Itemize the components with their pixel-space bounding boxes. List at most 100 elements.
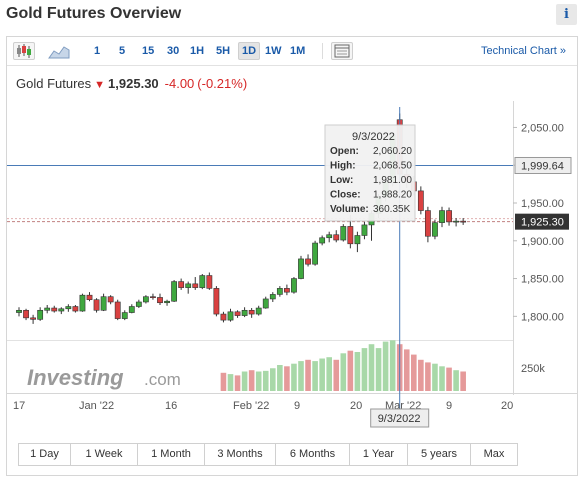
time-tick-label: Jan '22 — [79, 400, 114, 412]
period-30[interactable]: 30 — [167, 45, 180, 57]
table-icon[interactable] — [331, 42, 353, 60]
page-title: Gold Futures Overview — [6, 5, 182, 22]
candle-body — [199, 275, 206, 288]
volume-bar — [389, 340, 396, 391]
candle-body — [227, 311, 234, 321]
price-tick-label: 1,900.00 — [521, 236, 564, 248]
candle-body — [16, 309, 22, 313]
candle-body — [86, 294, 93, 301]
price-tick-label: 1,800.00 — [521, 311, 564, 323]
candle-body — [185, 283, 192, 288]
candle-body — [164, 300, 170, 304]
price-change: -4.00 — [164, 76, 195, 91]
candle-body — [291, 278, 297, 293]
period-1d[interactable]: 1D — [238, 42, 261, 60]
ohlc-tooltip: 9/3/2022 Open: 2,060.20 High: 2,068.50 Low: 1,… — [324, 124, 416, 222]
range-1-day[interactable]: 1 Day — [19, 444, 71, 465]
area-chart-icon[interactable] — [48, 42, 70, 60]
price-tick-label: 2,050.00 — [521, 122, 564, 134]
volume-bars — [220, 340, 466, 391]
down-arrow-icon: ▼ — [94, 79, 106, 91]
candle-body — [417, 190, 424, 211]
volume-tick-label: 250k — [521, 363, 545, 375]
candle-body — [283, 288, 290, 293]
volume-bar — [432, 363, 438, 391]
volume-bar — [403, 349, 410, 391]
candle-body — [72, 306, 79, 312]
period-1h[interactable]: 1H — [190, 45, 205, 57]
candle-body — [276, 288, 283, 295]
period-1[interactable]: 1 — [94, 45, 101, 57]
range-6-months[interactable]: 6 Months — [276, 444, 350, 465]
volume-bar — [425, 362, 431, 391]
price-change-pct: (-0.21%) — [197, 76, 248, 91]
candle-body — [312, 242, 318, 265]
volume-bar — [460, 371, 466, 391]
candle-body — [439, 210, 445, 223]
time-tick-label: 9 — [446, 400, 452, 412]
volume-bar — [347, 350, 354, 391]
price-tick-label: 1,850.00 — [521, 274, 564, 286]
price-chart[interactable]: Investing.com2,050.002,000.001,950.001,9… — [7, 37, 577, 437]
tooltip-value: 2,060.20 — [373, 146, 412, 157]
tooltip-label: Low: — [330, 175, 353, 186]
tooltip-box — [324, 124, 416, 222]
period-5[interactable]: 5 — [119, 45, 126, 57]
candle-body — [347, 226, 354, 245]
last-price-box — [515, 213, 569, 230]
volume-bar — [284, 366, 290, 391]
tooltip-label: High: — [330, 161, 356, 172]
toolbar-divider — [322, 43, 323, 59]
technical-chart-link[interactable]: Technical Chart » — [481, 45, 566, 57]
candle-body — [143, 296, 149, 303]
volume-bar — [333, 359, 340, 391]
volume-bar — [382, 341, 389, 391]
tooltip-label: Volume: — [330, 204, 369, 215]
range-1-year[interactable]: 1 Year — [350, 444, 408, 465]
watermark-text: Investing — [27, 365, 124, 390]
volume-bar — [446, 367, 452, 391]
volume-bar — [291, 363, 297, 391]
period-15[interactable]: 15 — [142, 45, 155, 57]
range-1-month[interactable]: 1 Month — [138, 444, 205, 465]
range-max[interactable]: Max — [471, 444, 517, 465]
volume-bar — [411, 354, 417, 391]
candle-body — [453, 220, 459, 223]
period-1w[interactable]: 1W — [265, 45, 282, 57]
watermark-suffix: .com — [144, 370, 181, 389]
candle-body — [248, 309, 255, 315]
candle-body — [319, 237, 326, 244]
volume-bar — [262, 370, 269, 391]
candle-body — [234, 311, 241, 316]
info-button[interactable]: i — [556, 4, 577, 25]
volume-bar — [255, 371, 262, 391]
range-5-years[interactable]: 5 years — [408, 444, 471, 465]
candlestick-icon[interactable] — [13, 42, 35, 60]
volume-bar — [312, 361, 318, 391]
candle-body — [37, 309, 44, 320]
period-5h[interactable]: 5H — [216, 45, 231, 57]
candle-body — [178, 281, 185, 288]
volume-bar — [248, 370, 255, 391]
candle-body — [340, 226, 347, 241]
volume-bar — [418, 359, 424, 391]
tooltip-value: 2,068.50 — [373, 161, 412, 172]
time-tick-label: 16 — [165, 400, 177, 412]
candle-body — [220, 313, 227, 321]
volume-bar — [220, 372, 227, 391]
candle-body — [241, 309, 248, 316]
candle-body — [424, 210, 431, 237]
candle-body — [65, 306, 72, 310]
candle-body — [114, 301, 121, 319]
quote-line: Gold Futures ▼ 1,925.30 -4.00 (-0.21%) — [16, 76, 247, 91]
range-1-week[interactable]: 1 Week — [71, 444, 138, 465]
period-1m[interactable]: 1M — [290, 45, 306, 57]
candle-body — [305, 258, 311, 265]
range-selector: 1 Day 1 Week 1 Month 3 Months 6 Months 1… — [18, 443, 518, 466]
time-tick-label: Feb '22 — [233, 400, 269, 412]
volume-bar — [368, 344, 375, 391]
range-3-months[interactable]: 3 Months — [205, 444, 276, 465]
candle-body — [460, 220, 467, 223]
candle-body — [333, 234, 340, 241]
volume-bar — [234, 375, 241, 391]
